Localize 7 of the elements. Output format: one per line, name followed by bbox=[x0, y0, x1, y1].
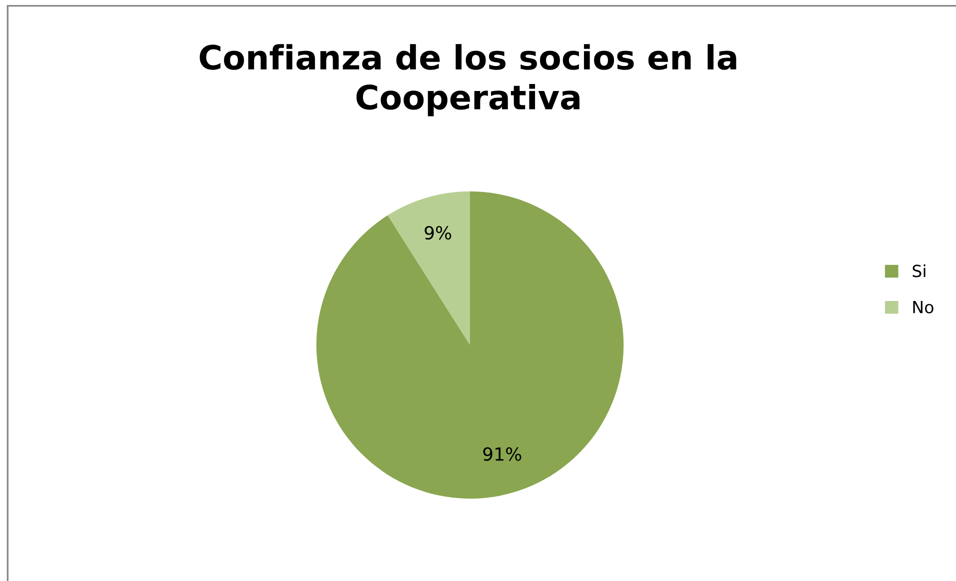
legend-label: Si bbox=[912, 264, 926, 278]
chart-title: Confianza de los socios en la Cooperativa bbox=[200, 44, 736, 116]
pie-slice bbox=[316, 191, 624, 499]
data-label: 9% bbox=[424, 226, 452, 240]
pie-slice bbox=[388, 191, 470, 345]
data-label: 91% bbox=[483, 447, 522, 461]
legend-label: No bbox=[913, 301, 934, 314]
